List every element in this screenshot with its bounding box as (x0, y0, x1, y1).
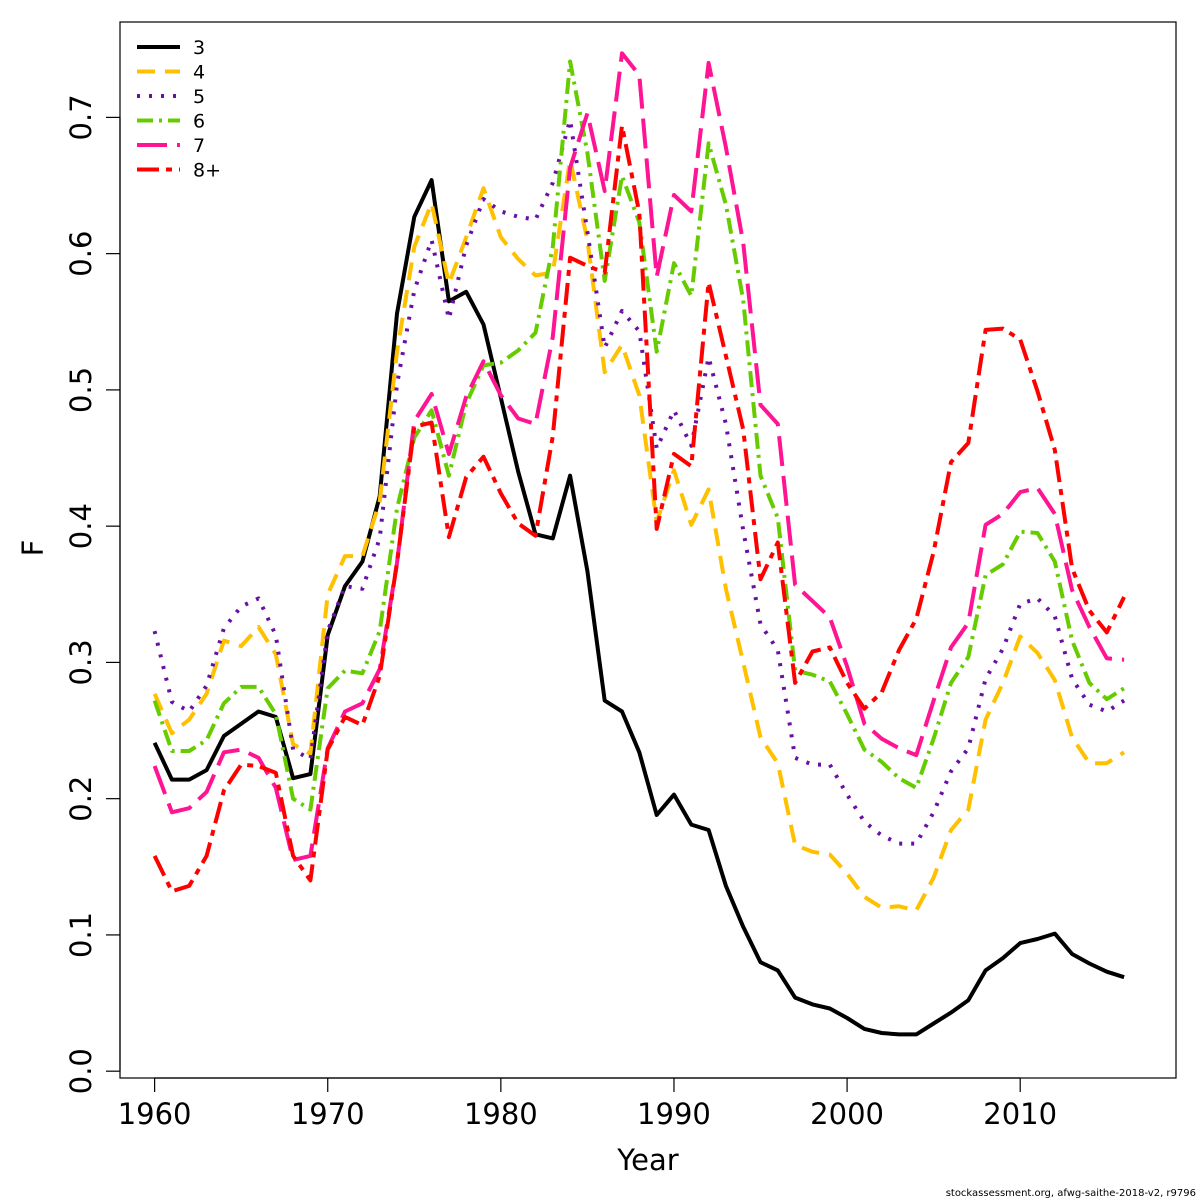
y-tick-label: 0.0 (64, 1048, 98, 1094)
series-layer (152, 51, 1126, 1037)
legend-label: 7 (193, 135, 205, 157)
series-line-3 (152, 178, 1125, 1037)
x-tick-label: 2000 (810, 1097, 884, 1131)
y-tick-label: 0.1 (64, 912, 98, 958)
y-tick-label: 0.5 (64, 367, 98, 413)
y-tick-label: 0.4 (64, 503, 98, 549)
legend-label: 4 (193, 62, 205, 84)
y-tick-label: 0.6 (64, 231, 98, 277)
series-line-4 (152, 157, 1126, 913)
legend: 3 45 67 8+ (137, 37, 221, 182)
series-line-8plus (152, 123, 1126, 894)
y-tick-label: 0.2 (64, 776, 98, 822)
series-line-6 (152, 59, 1126, 812)
x-tick-label: 1970 (291, 1097, 365, 1131)
footnote: stockassessment.org, afwg-saithe-2018-v2… (946, 1188, 1196, 1199)
series-line-7 (152, 51, 1125, 862)
legend-label: 5 (193, 86, 205, 108)
y-axis-title: F (16, 540, 50, 557)
x-tick-label: 1990 (637, 1097, 711, 1131)
x-tick-label: 2010 (983, 1097, 1057, 1131)
legend-label: 3 (193, 37, 205, 59)
y-tick-label: 0.7 (64, 94, 98, 140)
x-tick-label: 1980 (464, 1097, 538, 1131)
x-tick-label: 1960 (118, 1097, 192, 1131)
y-tick-label: 0.3 (64, 639, 98, 685)
x-axis: 1960 1970 1980 1990 2000 2010 (118, 1077, 1057, 1131)
x-axis-title: Year (616, 1143, 678, 1177)
legend-label: 8+ (193, 160, 221, 182)
y-axis: 0.0 0.1 0.2 0.3 0.4 0.5 0.6 0.7 (64, 94, 121, 1094)
legend-label: 6 (193, 111, 205, 133)
